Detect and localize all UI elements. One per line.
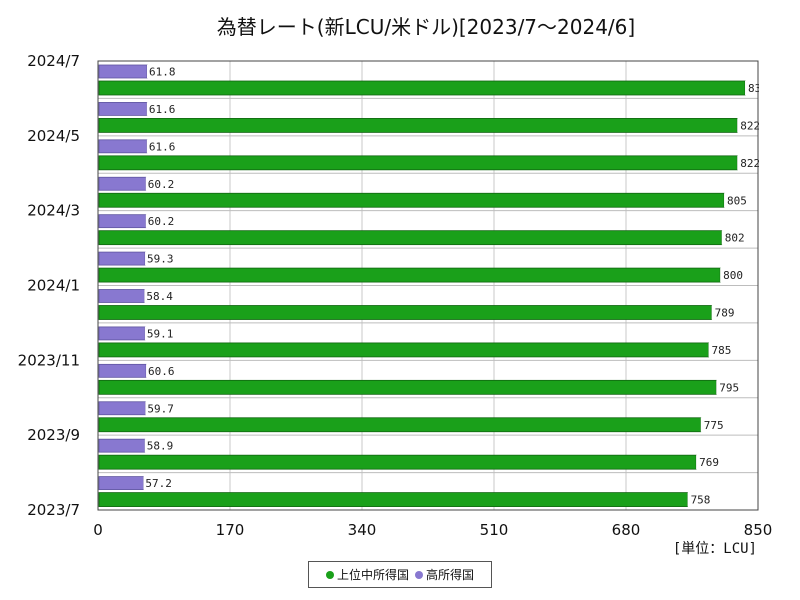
bar-upper-middle-income bbox=[98, 155, 738, 171]
data-label-high-income: 59.1 bbox=[147, 327, 174, 340]
data-label-bg bbox=[145, 252, 180, 266]
bar-upper-middle-income bbox=[98, 342, 709, 358]
x-tick-label: 510 bbox=[480, 521, 509, 539]
bar-upper-middle-income bbox=[98, 267, 721, 283]
bar-high-income bbox=[98, 363, 147, 378]
bar-high-income bbox=[98, 139, 148, 154]
data-label-bg bbox=[144, 289, 179, 303]
bar-high-income bbox=[98, 438, 146, 453]
legend-item-upper-middle: 上位中所得国 bbox=[325, 566, 409, 583]
data-label-high-income: 61.6 bbox=[149, 103, 176, 116]
bar-upper-middle-income bbox=[98, 118, 738, 133]
data-label-high-income: 59.3 bbox=[147, 253, 174, 266]
bar-high-income bbox=[98, 251, 146, 266]
data-label-high-income: 61.6 bbox=[149, 140, 176, 153]
bar-high-income bbox=[98, 401, 146, 416]
data-label-bg bbox=[145, 401, 180, 415]
bar-upper-middle-income bbox=[98, 379, 717, 395]
bar-high-income bbox=[98, 102, 148, 116]
data-label-upper-middle-income: 769 bbox=[699, 456, 719, 469]
x-tick-label: 0 bbox=[93, 521, 103, 539]
x-tick-label: 850 bbox=[744, 521, 773, 539]
data-label-high-income: 57.2 bbox=[145, 477, 172, 490]
y-tick-label: 2024/5 bbox=[27, 127, 80, 145]
plot-area: 61.88361.682261.682260.280560.280259.380… bbox=[18, 52, 799, 539]
data-label-bg bbox=[146, 364, 181, 378]
bar-upper-middle-income bbox=[98, 230, 723, 246]
data-label-high-income: 61.8 bbox=[149, 66, 176, 79]
y-tick-label: 2023/11 bbox=[18, 351, 80, 369]
data-label-bg bbox=[708, 342, 733, 357]
data-label-high-income: 58.9 bbox=[147, 440, 174, 453]
y-tick-label: 2024/3 bbox=[27, 202, 80, 220]
bar-high-income bbox=[98, 176, 147, 191]
bar-upper-middle-income bbox=[98, 454, 697, 470]
y-tick-label: 2024/1 bbox=[27, 277, 80, 295]
data-label-upper-middle-income: 800 bbox=[723, 269, 743, 282]
bar-high-income bbox=[98, 289, 145, 303]
data-label-bg bbox=[721, 230, 746, 245]
data-label-upper-middle-income: 795 bbox=[719, 381, 739, 394]
data-label-high-income: 60.2 bbox=[148, 215, 175, 228]
legend: 上位中所得国 高所得国 bbox=[308, 561, 492, 588]
data-label-upper-middle-income: 789 bbox=[715, 307, 735, 320]
data-label-upper-middle-income: 822 bbox=[740, 119, 760, 132]
data-label-upper-middle-income: 822 bbox=[740, 157, 760, 170]
bar-upper-middle-income bbox=[98, 305, 713, 320]
data-label-bg bbox=[737, 155, 757, 170]
data-label-bg bbox=[720, 268, 745, 283]
y-tick-label: 2023/7 bbox=[27, 501, 80, 519]
data-label-bg bbox=[696, 455, 721, 470]
x-tick-label: 340 bbox=[348, 521, 377, 539]
legend-dot-high bbox=[415, 570, 423, 579]
data-label-high-income: 60.2 bbox=[148, 178, 175, 191]
data-label-bg bbox=[700, 417, 725, 432]
data-label-upper-middle-income: 805 bbox=[727, 194, 747, 207]
data-label-bg bbox=[146, 102, 181, 116]
data-label-bg bbox=[144, 439, 179, 453]
data-label-upper-middle-income: 775 bbox=[704, 419, 724, 432]
bar-upper-middle-income bbox=[98, 192, 725, 208]
data-label-bg bbox=[724, 193, 749, 208]
bar-upper-middle-income bbox=[98, 492, 688, 507]
y-tick-label: 2023/9 bbox=[27, 426, 80, 444]
bar-upper-middle-income bbox=[98, 80, 746, 96]
data-label-bg bbox=[687, 492, 712, 507]
data-label-bg bbox=[145, 214, 180, 228]
data-label-upper-middle-income: 802 bbox=[725, 232, 745, 245]
right-margin-mask bbox=[759, 59, 799, 512]
data-label-bg bbox=[144, 326, 179, 340]
data-label-bg bbox=[145, 177, 180, 191]
bar-high-income bbox=[98, 64, 148, 79]
data-label-high-income: 59.7 bbox=[147, 402, 174, 415]
data-label-bg bbox=[745, 81, 757, 95]
legend-item-high: 高所得国 bbox=[415, 566, 474, 583]
bar-upper-middle-income bbox=[98, 417, 702, 433]
data-label-bg bbox=[716, 380, 741, 395]
data-label-bg bbox=[146, 139, 181, 153]
data-label-upper-middle-income: 785 bbox=[712, 344, 732, 357]
data-label-high-income: 60.6 bbox=[148, 365, 175, 378]
x-tick-label: 170 bbox=[216, 521, 245, 539]
data-label-bg bbox=[146, 65, 181, 78]
bar-high-income bbox=[98, 476, 144, 490]
bar-high-income bbox=[98, 214, 147, 229]
chart-title: 為替レート(新LCU/米ドル)[2023/7～2024/6] bbox=[217, 15, 635, 39]
unit-label: [単位：LCU] bbox=[673, 541, 757, 557]
x-tick-label: 680 bbox=[612, 521, 641, 539]
data-label-bg bbox=[143, 476, 178, 490]
data-label-high-income: 58.4 bbox=[146, 290, 173, 303]
plot-frame bbox=[97, 60, 759, 511]
data-label-bg bbox=[737, 118, 757, 133]
data-label-upper-middle-income: 758 bbox=[691, 494, 711, 507]
y-tick-label: 2024/7 bbox=[27, 52, 80, 70]
legend-label-high: 高所得国 bbox=[426, 568, 475, 582]
legend-dot-upper-middle bbox=[325, 570, 334, 579]
bar-high-income bbox=[98, 326, 146, 341]
legend-label-upper-middle: 上位中所得国 bbox=[336, 568, 409, 582]
data-label-bg bbox=[711, 305, 736, 320]
